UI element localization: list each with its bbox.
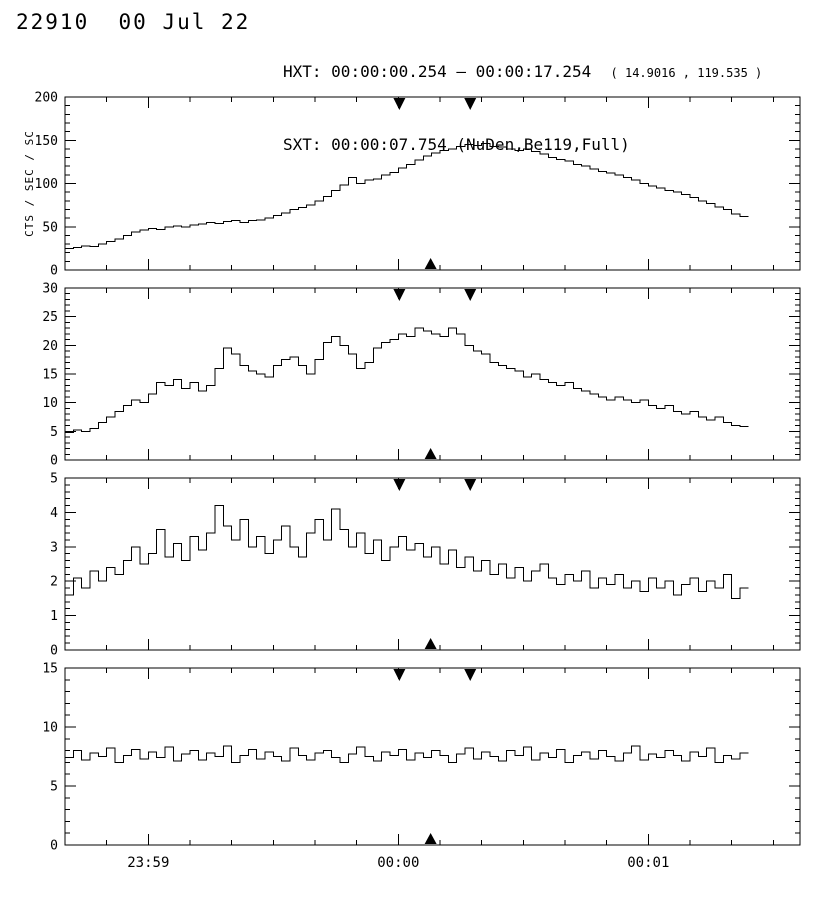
hxt-interval-marker-icon [464, 479, 477, 491]
y-tick-label: 15 [42, 368, 58, 383]
hxt-info-line: HXT: 00:00:00.254 — 00:00:17.254 ( 14.90… [283, 60, 762, 85]
y-tick-label: 200 [35, 91, 58, 106]
hxt-label: HXT: [283, 62, 322, 81]
hxt-interval-marker-icon [393, 289, 406, 301]
lightcurve-step-line [65, 327, 749, 433]
y-tick-label: 4 [50, 506, 58, 521]
y-tick-label: 3 [50, 540, 58, 555]
hxt-interval-marker-icon [393, 669, 406, 681]
sxt-time-marker-icon [424, 638, 437, 649]
sxt-value: 00:00:07.754 (NuDen,Be119,Full) [331, 135, 630, 154]
sxt-label: SXT: [283, 135, 322, 154]
hxt-coords: ( 14.9016 , 119.535 ) [610, 66, 763, 80]
hxt-interval-marker-icon [464, 289, 477, 301]
y-tick-label: 0 [50, 264, 58, 279]
y-tick-label: 50 [42, 220, 58, 235]
y-tick-label: 10 [42, 396, 58, 411]
x-tick-label: 23:59 [127, 855, 169, 871]
y-tick-label: 0 [50, 839, 58, 854]
panel-3: 0 1 2 3 4 5 [50, 472, 801, 659]
panel-2: 0 5 10 15 20 25 30 [42, 282, 801, 469]
header-instrument-info: HXT: 00:00:00.254 — 00:00:17.254 ( 14.90… [283, 12, 762, 205]
y-tick-label: 2 [50, 575, 58, 590]
lightcurve-step-line [65, 143, 749, 249]
y-tick-label: 5 [50, 472, 58, 487]
y-tick-label: 0 [50, 454, 58, 469]
event-date: 00 Jul 22 [118, 10, 251, 34]
y-tick-label: 25 [42, 310, 58, 325]
y-tick-label: 5 [50, 780, 58, 795]
y-tick-label: 10 [42, 721, 58, 736]
panel-frame [64, 287, 801, 461]
x-tick-label: 00:01 [627, 855, 669, 871]
lightcurve-step-line [65, 745, 749, 763]
hxt-interval-marker-icon [393, 98, 406, 110]
panel-4: 0 5 10 15 [42, 662, 801, 854]
panel-1: 0 50 100 150 200 [35, 91, 801, 279]
hxt-interval: 00:00:00.254 — 00:00:17.254 [331, 62, 592, 81]
sxt-info-line: SXT: 00:00:07.754 (NuDen,Be119,Full) [283, 133, 762, 157]
y-tick-label: 1 [50, 609, 58, 624]
hxt-interval-marker-icon [464, 98, 477, 110]
sxt-time-marker-icon [424, 258, 437, 269]
y-tick-label: 20 [42, 339, 58, 354]
y-tick-label: 5 [50, 425, 58, 440]
y-tick-label: 15 [42, 662, 58, 677]
panel-frame [64, 667, 801, 846]
panel-frame [64, 96, 801, 271]
event-id: 22910 [16, 10, 90, 34]
sxt-time-marker-icon [424, 448, 437, 459]
y-tick-label: 0 [50, 644, 58, 659]
y-axis-label: CTS / SEC / SC [23, 130, 36, 237]
lightcurve-step-line [65, 505, 749, 599]
sxt-time-marker-icon [424, 833, 437, 844]
hxt-interval-marker-icon [393, 479, 406, 491]
panel-frame [64, 477, 801, 651]
y-tick-label: 150 [35, 134, 58, 149]
hxt-interval-marker-icon [464, 669, 477, 681]
x-tick-label: 00:00 [377, 855, 419, 871]
header-event-title: 22910 00 Jul 22 [16, 10, 250, 34]
y-tick-label: 30 [42, 282, 58, 297]
y-tick-label: 100 [35, 177, 58, 192]
